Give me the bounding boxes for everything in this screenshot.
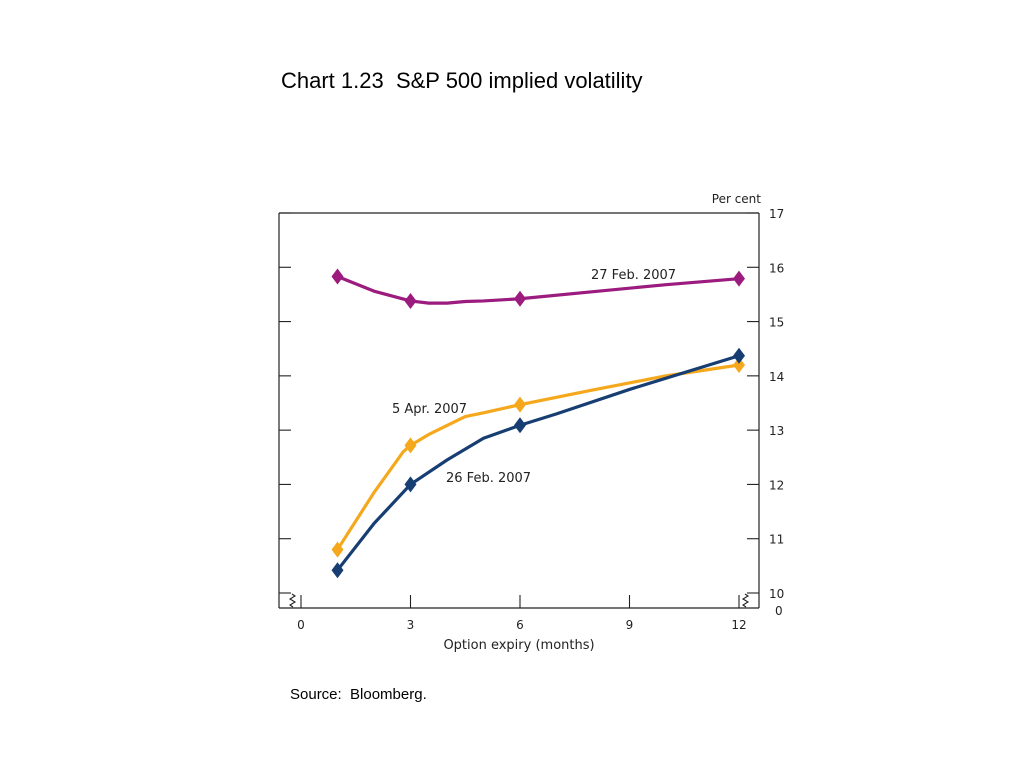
axes: 10 11 12 13 14 15 16 17 0 Per cent 0 3 6 9 12 Option ex… <box>278 192 784 653</box>
x-tick-label: 0 <box>297 618 305 632</box>
x-tick-label: 6 <box>516 618 524 632</box>
series-line-2 <box>335 354 741 572</box>
y-axis-unit: Per cent <box>712 192 762 206</box>
source-note: Source: Bloomberg. <box>290 686 427 703</box>
series-line-0 <box>335 274 741 305</box>
y-zero-label: 0 <box>775 604 783 618</box>
series-marker-0 <box>514 290 526 307</box>
x-tick-label: 12 <box>731 618 746 632</box>
series-marker-1 <box>331 541 344 558</box>
series-label-2: 26 Feb. 2007 <box>446 471 531 486</box>
series-marker-0 <box>733 270 745 287</box>
series-line-1 <box>335 363 741 552</box>
y-tick-label: 14 <box>769 370 784 384</box>
y-tick-label: 16 <box>769 261 784 275</box>
series-marker-2 <box>733 347 745 364</box>
y-tick-label: 12 <box>769 478 784 492</box>
y-tick-label: 13 <box>769 424 784 438</box>
series-marker-2 <box>514 417 526 434</box>
x-tick-label: 3 <box>407 618 415 632</box>
series-marker-1 <box>733 357 745 373</box>
y-tick-label: 15 <box>769 316 784 330</box>
y-tick-label: 17 <box>769 207 784 221</box>
x-axis-label: Option expiry (months) <box>443 638 594 653</box>
series-marker-2 <box>404 476 417 493</box>
labels: 27 Feb. 2007 5 Apr. 2007 26 Feb. 2007 <box>392 268 676 486</box>
axis-break-right <box>741 593 750 608</box>
series-marker-1 <box>404 437 417 454</box>
series-marker-0 <box>331 268 344 285</box>
series-marker-1 <box>514 396 526 413</box>
y-tick-label: 11 <box>769 533 784 547</box>
chart-title: Chart 1.23 S&P 500 implied volatility <box>281 68 643 93</box>
x-tick-label: 9 <box>626 618 634 632</box>
series-label-0: 27 Feb. 2007 <box>591 268 676 283</box>
series-marker-2 <box>331 562 344 579</box>
series-marker-0 <box>404 292 417 309</box>
y-tick-label: 10 <box>769 587 784 601</box>
series-label-1: 5 Apr. 2007 <box>392 402 467 417</box>
axis-break-left <box>288 593 297 608</box>
series-layer <box>331 268 745 579</box>
